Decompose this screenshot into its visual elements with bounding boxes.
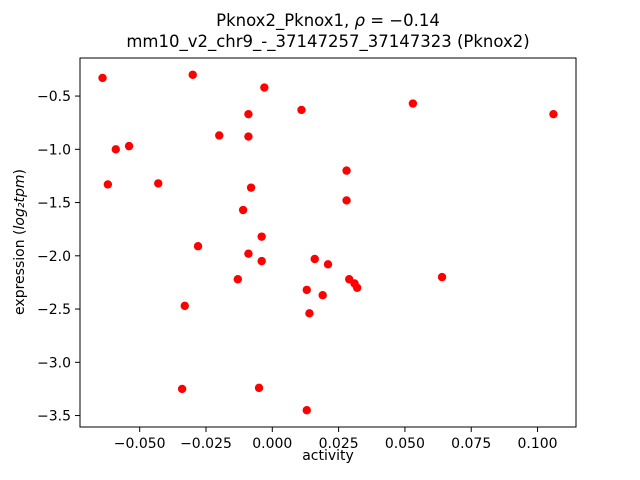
data-point: [233, 275, 243, 284]
chart-title: Pknox2_Pknox1, ρ = −0.14 mm10_v2_chr9_-_…: [80, 10, 576, 52]
y-tick-label: −1.0: [37, 142, 71, 158]
data-point: [302, 406, 311, 415]
data-point: [257, 256, 266, 266]
y-tick-label: −3.5: [37, 409, 71, 425]
chart-subtitle: mm10_v2_chr9_-_37147257_37147323 (Pknox2…: [126, 32, 530, 51]
data-point: [318, 291, 327, 300]
x-tick-label: 0.100: [517, 436, 557, 452]
data-point: [111, 145, 121, 154]
y-tick-label: −1.5: [37, 196, 71, 212]
data-point: [549, 109, 558, 119]
data-point: [215, 131, 224, 140]
y-tick-label: −3.0: [37, 355, 71, 371]
chart-title-line1: Pknox2_Pknox1, ρ = −0.14: [80, 10, 576, 31]
data-point: [103, 180, 113, 189]
data-point: [177, 384, 187, 394]
data-point: [244, 132, 253, 141]
title-prefix: Pknox2_Pknox1,: [216, 11, 355, 30]
data-point: [297, 105, 306, 115]
x-tick-label: −0.050: [114, 436, 166, 452]
x-tick-label: −0.025: [180, 436, 232, 452]
data-point: [180, 301, 189, 311]
data-point: [154, 179, 163, 188]
rho-symbol: ρ: [354, 11, 365, 30]
data-point: [246, 183, 256, 192]
y-tick-label: −2.5: [37, 302, 71, 318]
x-tick-label: 0.075: [451, 436, 491, 452]
data-point: [188, 70, 197, 79]
data-point: [305, 309, 314, 318]
x-tick-label: 0.000: [252, 436, 292, 452]
data-point: [342, 166, 351, 175]
data-point: [437, 272, 447, 282]
y-tick-label: −2.0: [37, 249, 71, 265]
axes-frame: [79, 57, 577, 428]
y-tick-label: −0.5: [37, 89, 71, 105]
x-tick-label: 0.050: [385, 436, 425, 452]
data-point: [260, 83, 269, 92]
x-axis-label: activity: [302, 448, 354, 464]
data-point: [352, 283, 362, 292]
data-point: [238, 205, 248, 215]
data-point: [408, 99, 418, 108]
data-point: [244, 109, 253, 119]
data-point: [254, 383, 264, 393]
rho-value: = −0.14: [364, 11, 440, 30]
data-point: [98, 73, 107, 83]
x-tick-label: 0.025: [319, 436, 359, 452]
data-point: [323, 260, 333, 269]
data-point: [193, 242, 203, 251]
data-point: [342, 196, 351, 205]
data-point: [302, 285, 311, 295]
data-point: [310, 254, 319, 264]
data-point: [257, 232, 266, 241]
data-point: [244, 249, 253, 258]
data-point: [124, 141, 134, 151]
